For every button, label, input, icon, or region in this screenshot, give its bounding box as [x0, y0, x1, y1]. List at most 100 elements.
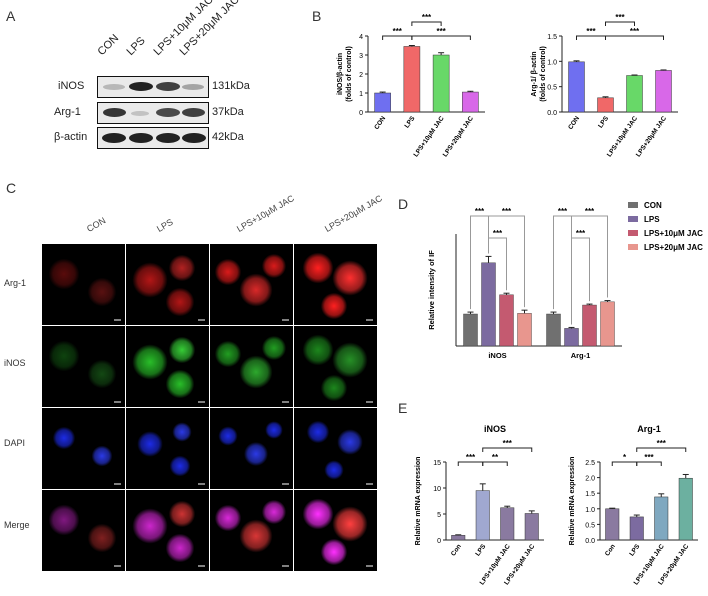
- cell-blob: [320, 374, 348, 402]
- band: [182, 108, 205, 117]
- blot-inos: [97, 76, 209, 98]
- significance-bracket: [636, 461, 662, 466]
- panel-letter-b: B: [312, 8, 322, 24]
- cell-blob: [239, 355, 273, 389]
- band: [102, 133, 126, 143]
- cell-blob: [52, 426, 76, 450]
- cell-blob: [302, 498, 334, 530]
- cell-blob: [261, 253, 287, 279]
- significance-label: ***: [475, 207, 485, 216]
- bar: [432, 54, 450, 113]
- bar: [517, 313, 532, 347]
- band: [182, 84, 204, 90]
- significance-bracket: [382, 35, 413, 40]
- x-tick-label: LPS+20μM JAC: [635, 115, 668, 158]
- bar: [564, 328, 579, 347]
- y-tick-label: 15: [433, 460, 441, 467]
- cell-blob: [168, 500, 196, 528]
- cell-blob: [91, 445, 113, 467]
- cell-blob: [320, 292, 348, 320]
- cell-blob: [214, 504, 242, 532]
- y-axis-label: (folds of control): [540, 46, 547, 102]
- micro-cell: [42, 408, 125, 489]
- chart-e2-arg1-mrna: 0.0 0.5 1.0 1.5 2.0 2.5 Relative mRNA expressi…: [569, 424, 698, 586]
- bar: [451, 535, 466, 541]
- significance-label: **: [492, 453, 499, 462]
- micro-col-label: LPS+10μM JAC: [235, 193, 296, 234]
- micro-col-label: LPS: [155, 216, 175, 234]
- significance-label: *: [623, 453, 627, 462]
- wb-kda-label: 42kDa: [212, 131, 244, 143]
- cell-blob: [165, 533, 195, 563]
- bar: [374, 92, 391, 113]
- cell-blob: [132, 508, 168, 544]
- y-tick-label: 1.0: [547, 59, 557, 66]
- cell-blob: [324, 460, 344, 480]
- band: [156, 133, 180, 143]
- x-tick-label: LPS: [474, 543, 487, 558]
- cell-blob: [332, 506, 368, 542]
- significance-bracket: [411, 35, 471, 40]
- x-tick-label: LPS: [628, 543, 641, 558]
- wb-kda-label: 131kDa: [212, 80, 250, 92]
- y-tick-label: 0.0: [585, 538, 595, 545]
- panel-letter-e: E: [398, 400, 408, 416]
- chart-e1-inos-mrna: 0 5 10 15 Relative mRNA expression iNOS Con LPS…: [415, 424, 544, 586]
- significance-label: ***: [586, 27, 596, 36]
- group-label: iNOS: [488, 351, 506, 360]
- cell-blob: [302, 252, 334, 284]
- bar: [629, 516, 644, 541]
- significance-bracket: [482, 461, 508, 466]
- x-tick-label: Con: [450, 543, 463, 557]
- bar: [568, 61, 585, 113]
- micro-row-label: Merge: [4, 520, 30, 530]
- bar: [403, 46, 421, 113]
- cell-blob: [244, 442, 268, 466]
- y-tick-label: 0.0: [547, 110, 557, 117]
- significance-bracket: [636, 447, 687, 452]
- bar: [481, 262, 496, 347]
- y-axis-label: Arg-1/ β-actin: [531, 51, 538, 96]
- micro-row-label: DAPI: [4, 438, 26, 448]
- wb-kda-label: 37kDa: [212, 106, 244, 118]
- group-label: Arg-1: [571, 351, 591, 360]
- microscopy-grid: [42, 244, 377, 571]
- significance-bracket: [605, 21, 635, 26]
- y-tick-label: 1.5: [585, 491, 595, 498]
- y-tick-label: 1.5: [547, 34, 557, 41]
- significance-bracket: [571, 237, 590, 325]
- significance-label: ***: [436, 27, 446, 36]
- cell-blob: [306, 420, 330, 444]
- y-tick-label: 2.0: [585, 476, 595, 483]
- significance-bracket: [457, 461, 484, 466]
- cell-blob: [132, 344, 168, 380]
- panel-letter-d: D: [398, 196, 409, 212]
- significance-label: ***: [585, 207, 595, 216]
- bar: [600, 301, 615, 347]
- significance-bracket: [488, 215, 525, 308]
- bar: [499, 294, 514, 347]
- cell-blob: [172, 422, 192, 442]
- band: [129, 82, 153, 91]
- y-axis-label: (folds of control): [346, 46, 353, 102]
- y-axis-label: Relative mRNA expression: [569, 457, 576, 546]
- significance-label: ***: [558, 207, 568, 216]
- significance-bracket: [605, 35, 664, 40]
- cell-blob: [214, 340, 242, 368]
- significance-label: ***: [630, 27, 640, 36]
- panel-letter-a: A: [6, 8, 16, 24]
- significance-label: ***: [493, 229, 503, 238]
- significance-bracket: [553, 215, 572, 325]
- band: [156, 82, 180, 91]
- significance-label: ***: [644, 453, 654, 462]
- significance-label: ***: [576, 229, 586, 238]
- cell-blob: [261, 335, 287, 361]
- significance-label: ***: [503, 439, 513, 448]
- band: [156, 108, 180, 117]
- chart-title: Arg-1: [637, 424, 661, 434]
- cell-blob: [218, 426, 238, 446]
- x-tick-label: LPS: [404, 115, 417, 130]
- legend-swatch: [628, 244, 638, 250]
- bar: [626, 75, 643, 113]
- wb-lane-label: CON: [95, 32, 122, 58]
